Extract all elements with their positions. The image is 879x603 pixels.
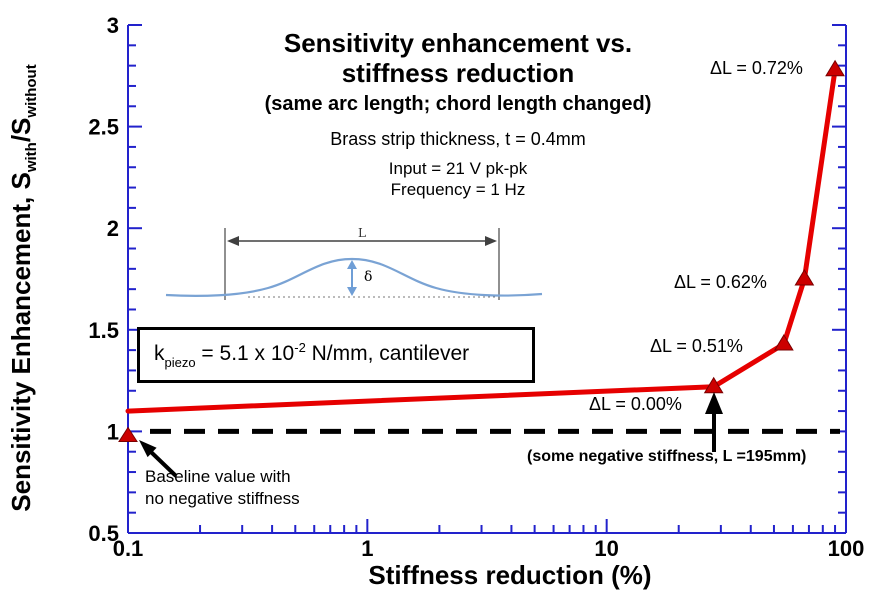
inset-arrowhead-right — [485, 236, 497, 246]
y-axis-title-sub-without: without — [23, 64, 40, 118]
baseline-note-line1: Baseline value with — [145, 467, 291, 486]
negative-stiffness-note: (some negative stiffness, L =195mm) — [527, 448, 807, 465]
y-axis-title-slash: /S — [6, 117, 36, 143]
condition-frequency: Frequency = 1 Hz — [390, 180, 526, 199]
series-marker — [703, 376, 724, 394]
y-axis-title-sub-with: with — [23, 142, 40, 173]
y-tick-label: 3 — [107, 13, 119, 38]
series-marker — [773, 334, 794, 351]
chart-title-line1: Sensitivity enhancement vs. — [283, 28, 633, 58]
x-tick-label: 10 — [594, 536, 618, 561]
point-label-000: ΔL = 0.00% — [589, 394, 682, 414]
point-label-062: ΔL = 0.62% — [674, 272, 767, 292]
inset-deflection-arrowhead-bottom — [347, 287, 357, 296]
series-marker — [794, 269, 815, 286]
baseline-note-line2: no negative stiffness — [145, 489, 300, 508]
baseline-note: Baseline value with no negative stiffnes… — [145, 466, 300, 510]
chart-subtitle: (same arc length; chord length changed) — [264, 93, 652, 115]
inset-deflection-arrowhead-top — [347, 260, 357, 269]
chart-title-line2: stiffness reduction — [341, 58, 575, 88]
arrow-to-dl000-head — [705, 392, 723, 414]
inset-deflection-label: δ — [364, 269, 372, 285]
point-label-051: ΔL = 0.51% — [650, 336, 743, 356]
condition-input: Input = 21 V pk-pk — [388, 159, 528, 178]
series-marker — [825, 59, 845, 77]
y-axis-title: Sensitivity Enhancement, Swith/Swithout — [6, 8, 40, 568]
x-tick-label: 1 — [361, 536, 373, 561]
y-tick-label: 2.5 — [88, 115, 119, 140]
inset-length-label: L — [358, 226, 366, 240]
kpiezo-box: kpiezo = 5.1 x 10-2 N/mm, cantilever — [137, 327, 535, 383]
y-tick-label: 1 — [107, 419, 119, 444]
y-axis-title-text: Sensitivity Enhancement, S — [6, 172, 36, 512]
arrow-to-baseline-shaft — [149, 450, 178, 478]
x-tick-label: 0.1 — [113, 536, 144, 561]
inset-arrowhead-left — [227, 236, 239, 246]
y-tick-label: 2 — [107, 216, 119, 241]
kpiezo-text: kpiezo = 5.1 x 10-2 N/mm, cantilever — [154, 340, 470, 370]
title-block: Sensitivity enhancement vs. stiffness re… — [138, 28, 778, 200]
point-label-072: ΔL = 0.72% — [710, 58, 803, 78]
y-tick-label: 0.5 — [88, 521, 119, 546]
y-tick-label: 1.5 — [88, 318, 119, 343]
inset-strip-curve — [165, 257, 543, 297]
x-axis-title: Stiffness reduction (%) — [368, 560, 652, 590]
condition-thickness: Brass strip thickness, t = 0.4mm — [330, 129, 586, 149]
baseline-marker — [118, 426, 138, 442]
x-tick-label: 100 — [828, 536, 865, 561]
arrow-to-baseline-head — [139, 440, 157, 458]
